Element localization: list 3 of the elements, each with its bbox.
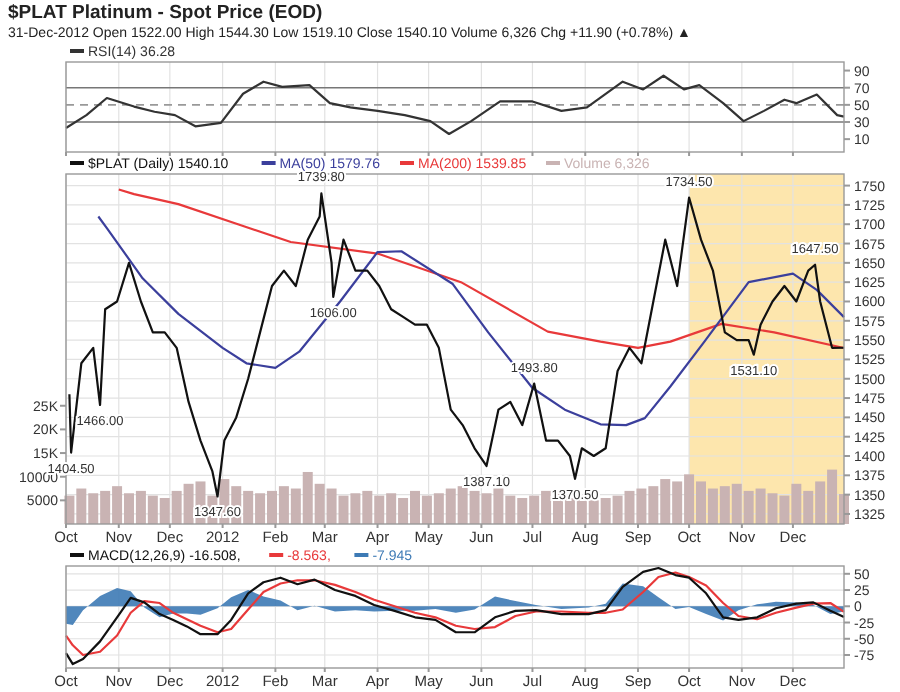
chart-title: $PLAT Platinum - Spot Price (EOD) [8,2,323,24]
line-series [117,188,846,350]
line-series [64,74,846,136]
